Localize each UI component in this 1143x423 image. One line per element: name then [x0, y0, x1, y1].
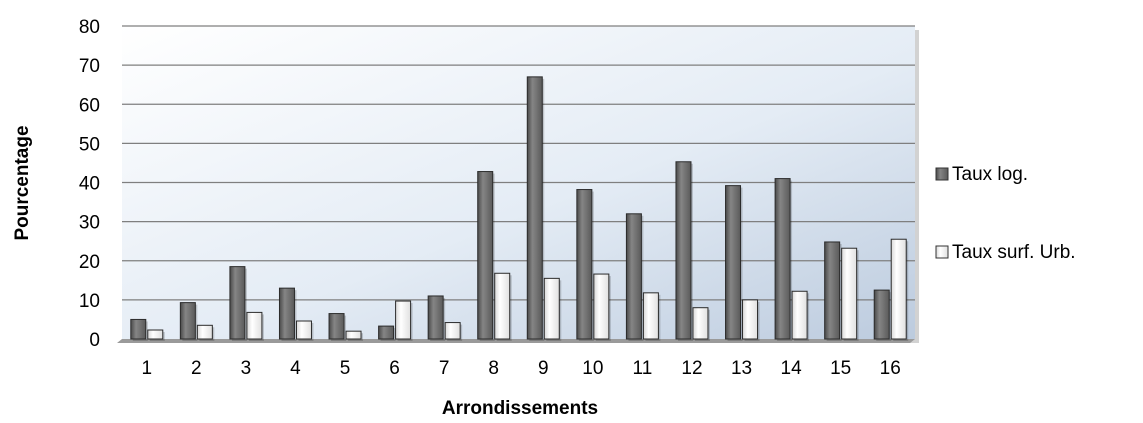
y-axis-title: Pourcentage [12, 125, 33, 240]
x-tick-label: 1 [141, 358, 152, 379]
y-tick-label: 20 [79, 252, 100, 273]
bar-taux-surf-urb-8 [494, 272, 511, 340]
y-tick-label: 30 [79, 213, 100, 234]
bar-taux-log-7 [427, 295, 444, 340]
bar-taux-log-3 [229, 266, 246, 340]
bar-taux-surf-urb-1 [147, 329, 164, 340]
y-tick-label: 60 [79, 95, 100, 116]
bar-taux-log-15 [824, 241, 841, 340]
bar-taux-surf-urb-6 [395, 300, 412, 340]
bar-taux-surf-urb-10 [593, 273, 610, 340]
x-tick-label: 11 [633, 358, 653, 379]
bar-taux-surf-urb-14 [791, 290, 808, 340]
y-tick-label: 10 [79, 291, 100, 312]
bar-taux-log-12 [675, 161, 692, 340]
x-tick-label: 16 [880, 358, 901, 379]
bar-taux-log-4 [278, 287, 295, 340]
bar-taux-log-8 [477, 171, 494, 340]
x-tick-label: 2 [191, 358, 202, 379]
bar-taux-surf-urb-2 [196, 324, 213, 340]
x-tick-label: 3 [241, 358, 252, 379]
y-tick-label: 40 [79, 174, 100, 195]
x-tick-label: 5 [340, 358, 351, 379]
bars [130, 76, 909, 342]
legend-swatch-taux-log [935, 167, 949, 181]
bar-taux-surf-urb-9 [543, 277, 560, 340]
bar-taux-surf-urb-4 [295, 320, 312, 340]
bar-taux-log-9 [526, 76, 543, 340]
x-tick-label: 14 [781, 358, 803, 379]
x-tick-label: 12 [681, 358, 702, 379]
legend-label-taux-log: Taux log. [952, 164, 1028, 185]
plot-floor [117, 339, 915, 343]
bar-taux-log-11 [625, 213, 642, 340]
bar-taux-surf-urb-11 [642, 292, 659, 340]
y-tick-label: 50 [79, 134, 100, 155]
x-tick-label: 8 [488, 358, 499, 379]
bar-taux-log-5 [328, 313, 345, 340]
y-tick-label: 80 [79, 17, 100, 38]
bar-taux-log-2 [179, 302, 196, 340]
y-tick-label: 70 [79, 56, 100, 77]
legend-label-taux-surf: Taux surf. Urb. [952, 242, 1076, 263]
bar-taux-surf-urb-16 [890, 238, 907, 340]
legend: Taux log. Taux surf. Urb. [935, 164, 1076, 263]
bar-taux-surf-urb-3 [246, 311, 263, 340]
bar-taux-surf-urb-12 [692, 307, 709, 340]
x-tick-label: 6 [389, 358, 400, 379]
legend-swatch-taux-surf [935, 245, 949, 259]
x-tick-label: 4 [290, 358, 301, 379]
x-tick-label: 15 [830, 358, 851, 379]
bar-taux-log-16 [873, 289, 890, 340]
bar-taux-log-14 [774, 178, 791, 340]
x-axis-title: Arrondissements [442, 398, 598, 419]
bar-taux-log-10 [576, 189, 593, 340]
bar-taux-log-13 [725, 185, 742, 340]
bar-taux-surf-urb-5 [345, 330, 362, 340]
bar-taux-surf-urb-13 [742, 299, 759, 340]
bar-taux-log-1 [130, 318, 147, 340]
y-tick-label: 0 [89, 330, 100, 351]
x-tick-labels: 1 2 3 4 5 6 7 8 9 10 11 12 13 14 15 16 [141, 358, 900, 379]
y-tick-labels: 0 10 20 30 40 50 60 70 80 [79, 17, 100, 351]
bar-taux-log-6 [378, 325, 395, 340]
x-tick-label: 9 [538, 358, 549, 379]
bar-taux-surf-urb-7 [444, 322, 461, 340]
x-tick-label: 10 [582, 358, 603, 379]
bar-taux-surf-urb-15 [841, 247, 858, 340]
x-tick-label: 7 [439, 358, 450, 379]
x-tick-label: 13 [731, 358, 752, 379]
